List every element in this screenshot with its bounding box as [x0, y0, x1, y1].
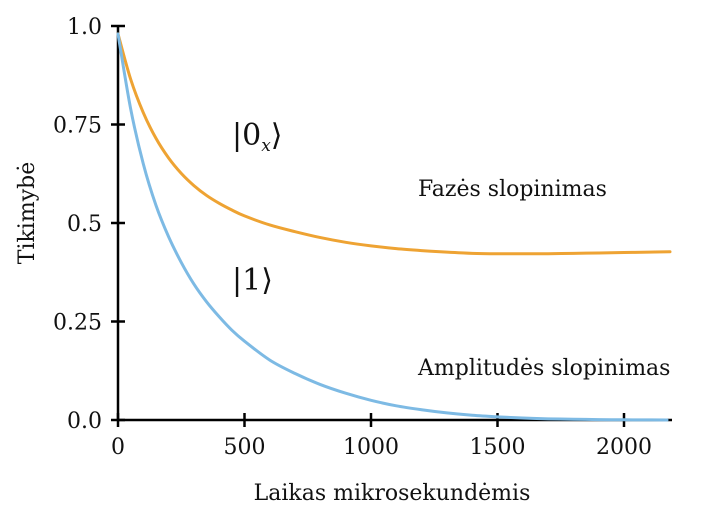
y-axis-label: Tikimybė — [15, 162, 40, 264]
series-line-phase-damping — [116, 32, 672, 256]
x-tick-label: 1500 — [470, 435, 526, 460]
y-tick-label: 1.0 — [67, 15, 102, 40]
series-name-phase-damping: Fazės slopinimas — [418, 177, 607, 202]
x-tick-label: 1000 — [343, 435, 399, 460]
y-tick-label: 0.0 — [67, 409, 102, 434]
series-name-amplitude-damping: Amplitudės slopinimas — [417, 356, 670, 381]
x-axis-label: Laikas mikrosekundėmis — [254, 481, 531, 506]
state-label-0x-close: ⟩ — [271, 118, 283, 153]
state-label-0x: |0x⟩ — [232, 118, 283, 156]
series-line-amplitude-damping — [116, 32, 669, 422]
x-tick-label: 2000 — [596, 435, 652, 460]
y-tick-label: 0.25 — [53, 311, 102, 336]
x-tick-label: 500 — [224, 435, 266, 460]
y-tick-label: 0.5 — [67, 212, 102, 237]
x-axis-ticks: 0 500 1000 1500 2000 — [111, 413, 652, 460]
state-label-0x-subscript: x — [261, 136, 271, 156]
y-axis-ticks: 0.0 0.25 0.5 0.75 1.0 — [53, 15, 125, 434]
state-label-1: |1⟩ — [232, 263, 273, 298]
y-tick-label: 0.75 — [53, 114, 102, 139]
state-label-0x-main: |0 — [232, 118, 261, 153]
x-tick-label: 0 — [111, 435, 125, 460]
